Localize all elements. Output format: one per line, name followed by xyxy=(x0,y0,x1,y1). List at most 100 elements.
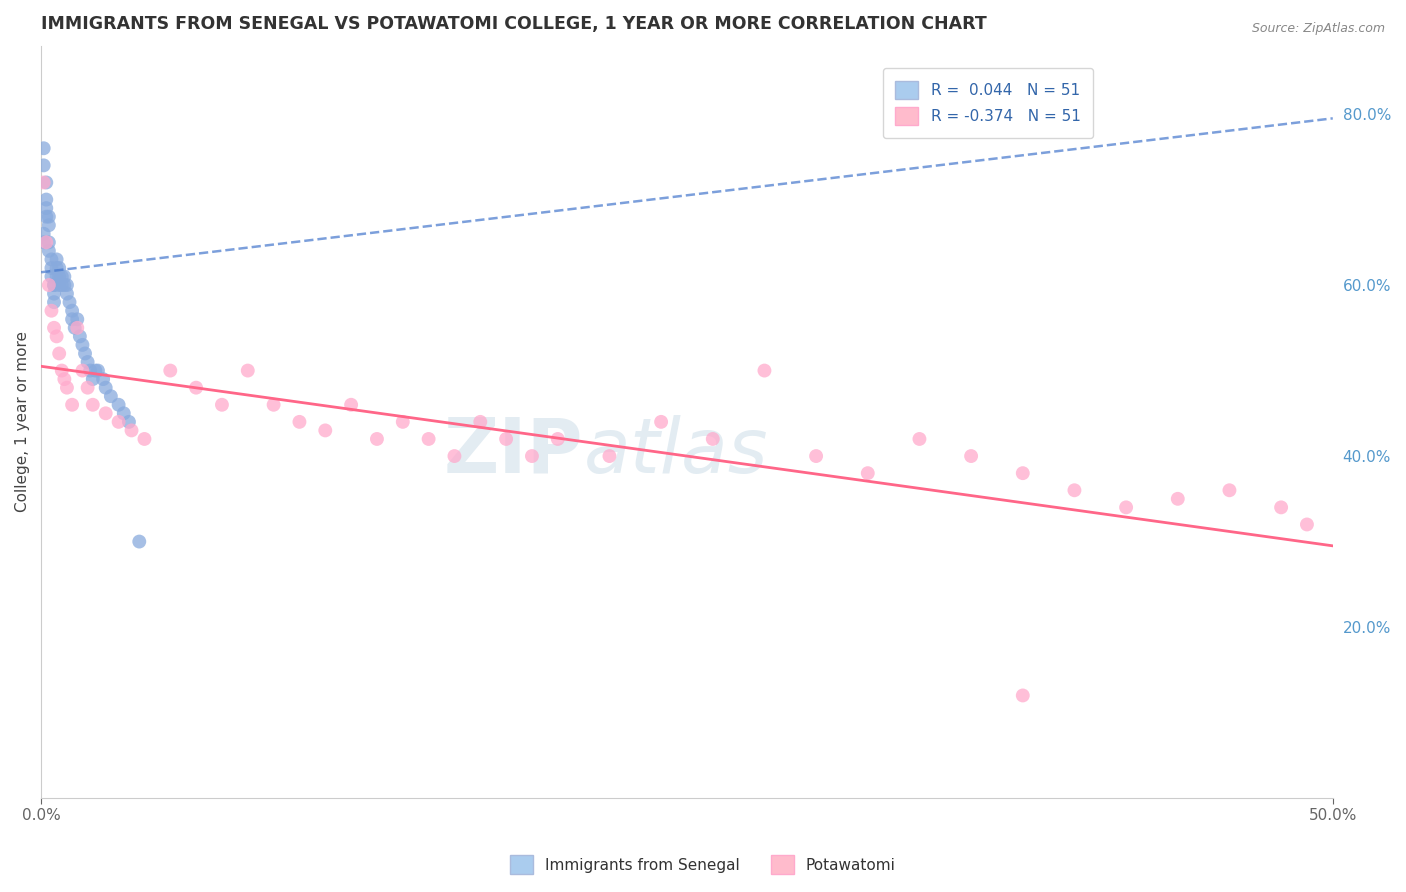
Point xyxy=(32,176,55,190)
Point xyxy=(107,415,129,429)
Point xyxy=(184,381,207,395)
Point xyxy=(443,449,465,463)
Point xyxy=(1063,483,1085,498)
Point xyxy=(60,312,83,326)
Point xyxy=(391,415,413,429)
Point xyxy=(82,398,104,412)
Point xyxy=(38,244,60,258)
Point xyxy=(60,303,83,318)
Point xyxy=(38,235,60,250)
Point xyxy=(53,372,76,386)
Point xyxy=(32,141,55,155)
Point xyxy=(598,449,620,463)
Point xyxy=(1115,500,1137,515)
Point xyxy=(45,252,67,267)
Point xyxy=(56,286,79,301)
Point xyxy=(94,381,117,395)
Point xyxy=(87,363,110,377)
Point xyxy=(72,338,94,352)
Text: Source: ZipAtlas.com: Source: ZipAtlas.com xyxy=(1251,22,1385,36)
Point xyxy=(856,466,879,480)
Point xyxy=(263,398,285,412)
Point xyxy=(314,424,336,438)
Point xyxy=(470,415,492,429)
Point xyxy=(340,398,363,412)
Point xyxy=(53,278,76,293)
Point xyxy=(72,363,94,377)
Point xyxy=(1270,500,1292,515)
Point xyxy=(76,381,98,395)
Point xyxy=(1218,483,1240,498)
Point xyxy=(48,269,70,284)
Point xyxy=(35,193,58,207)
Point xyxy=(211,398,233,412)
Point xyxy=(66,321,89,335)
Point xyxy=(41,269,63,284)
Point xyxy=(48,260,70,275)
Point xyxy=(288,415,311,429)
Point xyxy=(908,432,931,446)
Point xyxy=(107,398,129,412)
Y-axis label: College, 1 year or more: College, 1 year or more xyxy=(15,331,30,512)
Point xyxy=(520,449,543,463)
Point xyxy=(32,235,55,250)
Point xyxy=(56,381,79,395)
Point xyxy=(82,372,104,386)
Point xyxy=(42,321,65,335)
Point xyxy=(118,415,141,429)
Point xyxy=(159,363,181,377)
Point xyxy=(804,449,827,463)
Point xyxy=(45,329,67,343)
Point xyxy=(51,363,73,377)
Point xyxy=(51,278,73,293)
Point xyxy=(79,363,101,377)
Point xyxy=(650,415,672,429)
Point xyxy=(94,406,117,420)
Point xyxy=(42,295,65,310)
Point xyxy=(38,210,60,224)
Point xyxy=(128,534,150,549)
Point xyxy=(547,432,569,446)
Point xyxy=(41,303,63,318)
Point xyxy=(1296,517,1319,532)
Point xyxy=(32,227,55,241)
Point xyxy=(100,389,122,403)
Point xyxy=(35,210,58,224)
Point xyxy=(38,218,60,232)
Text: ZIP: ZIP xyxy=(444,415,583,489)
Point xyxy=(702,432,724,446)
Point xyxy=(42,278,65,293)
Point xyxy=(42,278,65,293)
Point xyxy=(121,424,143,438)
Point xyxy=(45,260,67,275)
Point xyxy=(32,158,55,172)
Point xyxy=(66,312,89,326)
Point xyxy=(1011,689,1033,703)
Point xyxy=(76,355,98,369)
Point xyxy=(754,363,776,377)
Point xyxy=(91,372,114,386)
Point xyxy=(112,406,135,420)
Point xyxy=(35,176,58,190)
Point xyxy=(1011,466,1033,480)
Legend: Immigrants from Senegal, Potawatomi: Immigrants from Senegal, Potawatomi xyxy=(505,849,901,880)
Point xyxy=(56,278,79,293)
Point xyxy=(236,363,259,377)
Point xyxy=(366,432,388,446)
Point xyxy=(41,260,63,275)
Point xyxy=(38,278,60,293)
Point xyxy=(960,449,983,463)
Point xyxy=(418,432,440,446)
Point xyxy=(35,235,58,250)
Text: IMMIGRANTS FROM SENEGAL VS POTAWATOMI COLLEGE, 1 YEAR OR MORE CORRELATION CHART: IMMIGRANTS FROM SENEGAL VS POTAWATOMI CO… xyxy=(41,15,987,33)
Point xyxy=(63,321,86,335)
Point xyxy=(69,329,91,343)
Point xyxy=(495,432,517,446)
Point xyxy=(35,201,58,215)
Point xyxy=(60,398,83,412)
Point xyxy=(45,269,67,284)
Point xyxy=(58,295,80,310)
Point xyxy=(73,346,96,360)
Point xyxy=(41,252,63,267)
Point xyxy=(48,346,70,360)
